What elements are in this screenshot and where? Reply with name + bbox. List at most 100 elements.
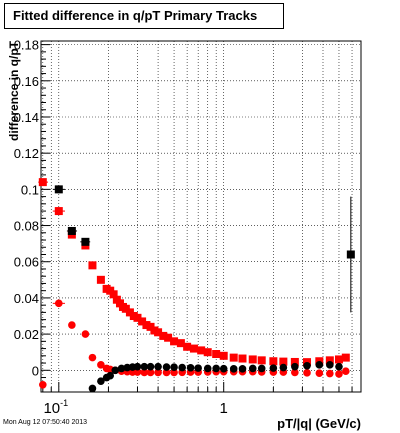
timestamp: Mon Aug 12 07:50:40 2013 bbox=[3, 419, 88, 426]
y-tick-label: 0.02 bbox=[14, 327, 39, 342]
data-point-circle bbox=[133, 362, 142, 371]
data-point-square bbox=[109, 290, 118, 299]
data-point-circle bbox=[342, 367, 350, 375]
data-point-square bbox=[257, 356, 266, 365]
data-point-square bbox=[219, 351, 228, 360]
data-point-square bbox=[164, 333, 173, 342]
data-point-circle bbox=[303, 361, 311, 370]
grid-layer bbox=[41, 41, 361, 392]
y-tick-label: 0.1 bbox=[21, 182, 39, 197]
data-point-circle bbox=[111, 366, 120, 375]
data-point-circle bbox=[54, 299, 63, 308]
data-point-circle bbox=[326, 361, 334, 369]
data-point-square bbox=[183, 342, 192, 351]
data-point-circle bbox=[291, 362, 299, 371]
data-point-circle bbox=[140, 368, 149, 377]
data-point-circle bbox=[269, 364, 278, 372]
data-point-circle bbox=[248, 364, 257, 373]
data-point-circle bbox=[154, 362, 162, 371]
data-point-circle bbox=[279, 363, 288, 372]
data-point-square bbox=[290, 357, 299, 366]
y-tick-label: 0.06 bbox=[14, 255, 39, 270]
data-point-circle bbox=[170, 368, 178, 377]
data-point-square bbox=[67, 226, 76, 235]
data-point-square bbox=[154, 328, 163, 337]
data-point-square bbox=[269, 357, 278, 366]
chart-title: Fitted difference in q/pT Primary Tracks bbox=[4, 3, 284, 29]
data-point-square bbox=[142, 321, 151, 330]
data-point-circle bbox=[212, 364, 220, 373]
y-tick-label: 0.18 bbox=[14, 38, 39, 53]
data-point-circle bbox=[315, 361, 324, 369]
y-axis-label: difference in q/pT bbox=[7, 40, 21, 141]
data-point-circle bbox=[335, 362, 343, 371]
data-point-circle bbox=[170, 363, 178, 372]
data-point-circle bbox=[81, 330, 90, 338]
data-point-circle bbox=[257, 364, 266, 373]
y-tick-label: 0.04 bbox=[14, 291, 39, 306]
data-point-circle bbox=[162, 368, 171, 377]
y-tick-label: 0.12 bbox=[14, 146, 39, 161]
data-point-circle bbox=[39, 380, 47, 389]
data-point-circle bbox=[146, 368, 155, 377]
data-point-square bbox=[341, 353, 350, 362]
series-3 bbox=[88, 361, 343, 393]
data-point-square bbox=[88, 261, 97, 270]
data-point-circle bbox=[162, 363, 171, 371]
data-point-circle bbox=[88, 353, 97, 362]
data-point-square bbox=[170, 337, 179, 346]
data-point-circle bbox=[229, 365, 238, 373]
data-point-circle bbox=[326, 369, 334, 378]
axis-layer: 0 0.02 0.04 0.06 0.08 0.1 0.12 0.14 0.16 0.18 10-1… bbox=[14, 38, 353, 417]
data-point-circle bbox=[146, 362, 155, 371]
y-tick-label: 0.08 bbox=[14, 219, 39, 234]
data-point-circle bbox=[186, 363, 195, 372]
data-point-square bbox=[279, 357, 288, 366]
data-point-circle bbox=[154, 368, 162, 377]
series-layer bbox=[38, 178, 355, 393]
data-point-circle bbox=[315, 369, 324, 377]
x-axis-label: pT/|q| (GeV/c) bbox=[277, 416, 361, 431]
data-point-square bbox=[212, 350, 221, 359]
data-point-square bbox=[133, 313, 142, 322]
y-tick-label: 0.16 bbox=[14, 74, 39, 89]
series-0 bbox=[38, 178, 350, 367]
data-point-square bbox=[54, 207, 63, 216]
data-point-square bbox=[176, 339, 185, 348]
data-point-square bbox=[189, 344, 198, 353]
data-point-circle bbox=[291, 368, 299, 377]
data-point-square bbox=[248, 355, 257, 364]
data-point-square bbox=[38, 178, 47, 187]
data-point-circle bbox=[194, 364, 202, 372]
y-tick-label: 0 bbox=[32, 363, 39, 378]
data-point-circle bbox=[88, 384, 97, 393]
data-point-square bbox=[138, 317, 147, 326]
data-point-circle bbox=[133, 368, 142, 376]
data-point-square bbox=[159, 331, 168, 340]
data-point-circle bbox=[178, 363, 186, 372]
data-point-square bbox=[54, 185, 63, 194]
data-point-square bbox=[346, 250, 355, 259]
data-point-square bbox=[96, 275, 105, 284]
data-point-circle bbox=[219, 364, 228, 373]
data-point-circle bbox=[238, 365, 247, 373]
x-tick-label: 10-1 bbox=[43, 398, 68, 417]
y-tick-label: 0.14 bbox=[14, 110, 39, 125]
data-point-square bbox=[229, 353, 238, 362]
data-point-square bbox=[81, 237, 90, 246]
data-point-circle bbox=[117, 364, 126, 373]
data-point-circle bbox=[106, 371, 115, 380]
series-1 bbox=[39, 299, 350, 389]
data-point-square bbox=[197, 346, 206, 355]
data-point-circle bbox=[68, 321, 76, 329]
data-point-circle bbox=[335, 370, 343, 378]
data-point-circle bbox=[303, 369, 311, 377]
data-point-square bbox=[203, 348, 212, 357]
data-point-circle bbox=[97, 361, 105, 369]
data-point-square bbox=[334, 355, 343, 364]
data-point-circle bbox=[140, 362, 149, 371]
x-tick-label: 1 bbox=[220, 400, 228, 417]
data-point-square bbox=[325, 356, 334, 365]
data-point-square bbox=[121, 304, 130, 313]
